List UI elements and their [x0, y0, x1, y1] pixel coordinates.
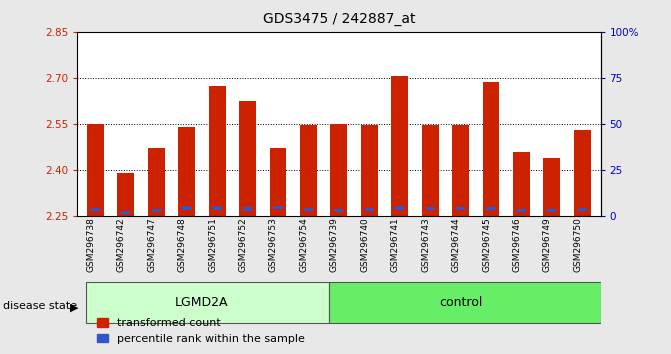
Legend: transformed count, percentile rank within the sample: transformed count, percentile rank withi…	[93, 314, 309, 348]
Bar	[117, 173, 134, 216]
Text: GSM296748: GSM296748	[178, 217, 187, 272]
Bar	[300, 125, 317, 216]
Text: GSM296744: GSM296744	[452, 217, 460, 272]
Text: LGMD2A: LGMD2A	[175, 296, 229, 309]
Bar	[121, 211, 130, 215]
Bar	[452, 125, 469, 216]
FancyBboxPatch shape	[85, 282, 329, 324]
Bar	[486, 207, 496, 210]
Bar	[148, 148, 164, 216]
Text: GSM296751: GSM296751	[208, 217, 217, 272]
Text: disease state: disease state	[3, 301, 77, 311]
Text: GDS3475 / 242887_at: GDS3475 / 242887_at	[262, 12, 415, 27]
Bar	[578, 208, 587, 211]
Bar	[273, 206, 282, 209]
Bar	[517, 209, 526, 212]
Text: GSM296742: GSM296742	[117, 217, 126, 272]
Bar	[456, 207, 465, 210]
Bar	[395, 206, 405, 210]
Text: GSM296747: GSM296747	[147, 217, 156, 272]
Bar	[482, 82, 499, 216]
Bar	[391, 76, 408, 216]
Text: GSM296749: GSM296749	[543, 217, 552, 272]
Text: GSM296741: GSM296741	[391, 217, 400, 272]
Text: GSM296752: GSM296752	[239, 217, 248, 272]
Text: GSM296738: GSM296738	[87, 217, 95, 272]
Bar	[422, 125, 439, 216]
Text: control: control	[439, 296, 482, 309]
Bar	[239, 101, 256, 216]
Bar	[87, 124, 104, 216]
Bar	[209, 86, 225, 216]
Text: GSM296745: GSM296745	[482, 217, 491, 272]
Bar	[331, 124, 347, 216]
Bar	[304, 208, 313, 211]
Bar	[574, 130, 590, 216]
Bar	[334, 209, 344, 212]
Text: GSM296746: GSM296746	[513, 217, 521, 272]
Text: GSM296753: GSM296753	[269, 217, 278, 272]
Bar	[182, 206, 191, 210]
Bar	[243, 207, 252, 211]
Bar	[425, 207, 435, 210]
Text: ▶: ▶	[70, 302, 79, 312]
Bar	[178, 127, 195, 216]
Bar	[513, 152, 530, 216]
Bar	[270, 148, 287, 216]
Text: GSM296754: GSM296754	[299, 217, 309, 272]
Text: GSM296750: GSM296750	[573, 217, 582, 272]
Bar	[364, 208, 374, 211]
Bar	[152, 209, 161, 212]
FancyBboxPatch shape	[329, 282, 603, 324]
Text: GSM296743: GSM296743	[421, 217, 430, 272]
Text: GSM296739: GSM296739	[330, 217, 339, 272]
Bar	[91, 208, 100, 211]
Text: GSM296740: GSM296740	[360, 217, 369, 272]
Bar	[213, 206, 221, 210]
Bar	[544, 158, 560, 216]
Bar	[548, 209, 556, 212]
Bar	[361, 125, 378, 216]
